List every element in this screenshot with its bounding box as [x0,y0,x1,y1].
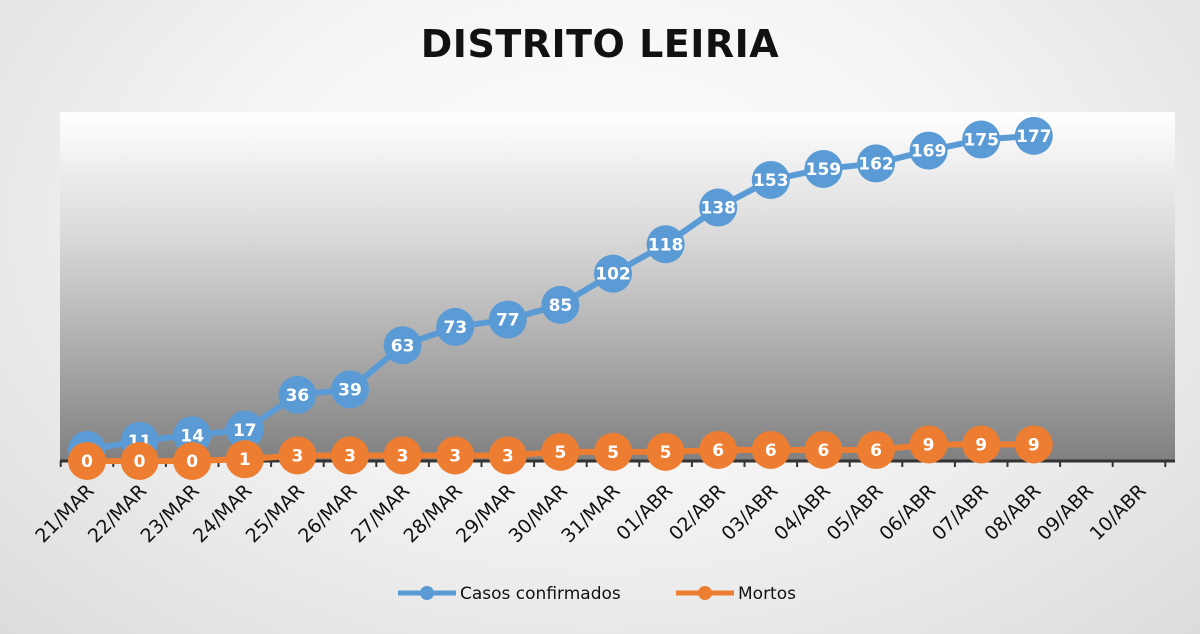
data-point [436,436,475,475]
data-point [699,188,738,227]
data-label: 0 [186,452,198,472]
data-point [909,131,948,170]
x-tick-label: 10/ABR [1086,480,1151,545]
data-point [541,285,580,324]
x-tick-label: 31/MAR [557,480,624,547]
data-label: 6 [870,441,882,461]
data-point [751,430,790,469]
data-label: 138 [700,199,736,219]
data-label: 17 [233,421,257,441]
data-point [488,300,527,339]
x-tick-label: 03/ABR [717,480,782,545]
data-point [699,430,738,469]
data-point [120,442,159,480]
data-point [225,440,264,479]
data-label: 0 [134,452,146,472]
data-label: 36 [286,386,310,406]
data-label: 153 [753,171,789,191]
data-point [68,442,106,480]
data-label: 102 [595,265,631,285]
legend-label: Mortos [738,584,796,604]
data-label: 85 [549,296,573,316]
data-point [804,430,843,469]
data-label: 9 [923,435,935,455]
data-label: 3 [344,446,356,466]
data-point [331,370,369,409]
x-tick-label: 05/ABR [823,480,888,545]
data-label: 118 [648,235,684,255]
data-point [278,375,317,414]
data-label: 6 [712,441,724,461]
data-point [751,160,790,199]
data-label: 5 [554,443,566,463]
data-label: 159 [806,160,842,180]
data-point [383,436,422,475]
data-point [857,430,895,469]
data-point [594,254,632,293]
data-point [436,307,475,346]
x-tick-label: 07/ABR [928,480,993,545]
data-point [962,120,1001,159]
data-point [331,436,369,475]
data-point [1014,116,1053,155]
data-label: 169 [911,142,947,162]
data-label: 77 [496,311,520,331]
data-label: 6 [765,441,777,461]
data-label: 3 [397,446,409,466]
data-point [594,432,632,471]
data-label: 1 [239,450,251,470]
data-label: 73 [443,318,467,338]
data-point [962,425,1001,464]
data-label: 63 [391,336,415,356]
data-point [225,410,264,449]
data-label: 3 [449,446,461,466]
x-tick-label: 06/ABR [875,480,940,545]
data-point [488,436,527,475]
data-label: 9 [975,435,987,455]
data-point [541,432,580,471]
chart-title: DISTRITO LEIRIA [420,22,780,66]
x-tick-label: 09/ABR [1033,480,1098,545]
data-point [857,144,895,183]
x-tick-label: 08/ABR [980,480,1045,545]
data-point [1014,425,1053,464]
data-label: 3 [502,446,514,466]
x-tick-label: 04/ABR [770,480,835,545]
data-label: 14 [180,426,204,446]
x-tick-label: 01/ABR [612,480,677,545]
data-label: 0 [81,452,93,472]
data-label: 3 [291,446,303,466]
legend-marker [698,586,712,600]
data-point [646,225,685,264]
data-label: 5 [660,443,672,463]
data-label: 175 [963,131,999,151]
legend-label: Casos confirmados [460,584,621,604]
x-tick-label: 02/ABR [665,480,730,545]
data-point [646,432,685,471]
legend-marker [420,586,434,600]
data-label: 39 [338,380,362,400]
data-label: 162 [858,154,894,174]
data-point [909,425,948,464]
data-label: 9 [1028,435,1040,455]
data-label: 6 [817,441,829,461]
data-point [278,436,317,475]
data-point [804,149,843,188]
data-label: 5 [607,443,619,463]
data-label: 177 [1016,127,1052,147]
data-point [383,326,422,365]
data-point [173,442,212,480]
